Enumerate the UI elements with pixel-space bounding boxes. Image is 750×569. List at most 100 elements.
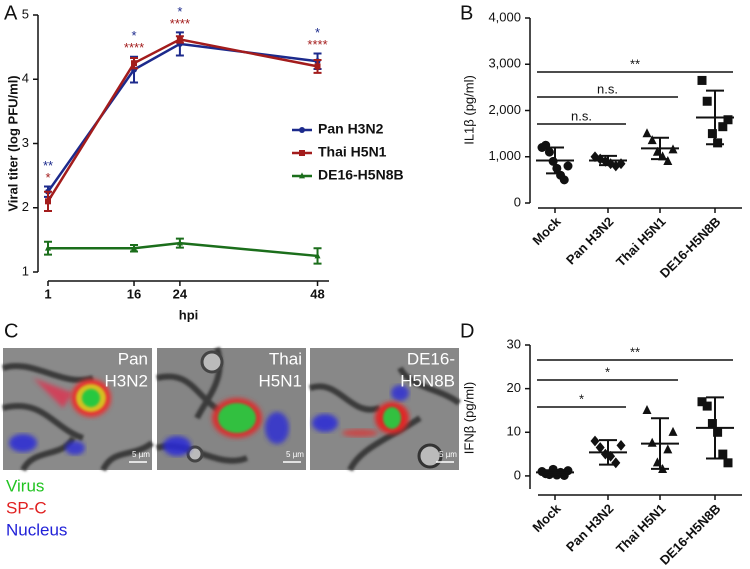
- y-tick-label: 20: [507, 380, 521, 395]
- point: [713, 427, 723, 437]
- y-tick-label: 4: [22, 71, 29, 86]
- bracket-label: **: [630, 344, 640, 359]
- point: [702, 401, 712, 411]
- y-tick-label: 30: [507, 336, 521, 351]
- point: [131, 60, 138, 67]
- point: [616, 439, 626, 451]
- scale-bar-label: 5 µm: [132, 450, 150, 459]
- point: [314, 252, 321, 259]
- scale-bar-label: 5 µm: [439, 450, 457, 459]
- significance: *: [45, 170, 50, 185]
- y-tick-label: 0: [514, 194, 521, 209]
- point: [563, 466, 573, 476]
- significance: ****: [124, 40, 144, 55]
- point: [707, 129, 717, 139]
- x-tick-label: Pan H3N2: [563, 214, 617, 268]
- point: [595, 442, 605, 453]
- point: [299, 127, 305, 133]
- point: [723, 458, 733, 468]
- image-label: Thai: [269, 349, 302, 368]
- legend-label: DE16-H5N8B: [318, 167, 404, 183]
- y-axis-label: IFNβ (pg/ml): [461, 382, 476, 454]
- channel-legend: SP-C: [6, 498, 47, 517]
- bracket-label: **: [630, 56, 640, 71]
- point: [176, 239, 183, 246]
- y-tick-label: 1: [22, 263, 29, 278]
- point: [713, 138, 723, 148]
- point: [131, 244, 138, 251]
- y-tick-label: 2,000: [488, 102, 521, 117]
- panel-letter: A: [4, 2, 18, 24]
- y-tick-label: 0: [514, 467, 521, 482]
- x-tick-label: 48: [310, 286, 324, 301]
- panel-letter: B: [460, 2, 473, 24]
- point: [663, 155, 673, 165]
- point: [642, 405, 652, 415]
- point: [299, 172, 305, 179]
- y-axis-label: Viral titer (log PFU/ml): [5, 75, 20, 211]
- panel-letter: C: [4, 320, 18, 342]
- point: [697, 397, 707, 407]
- bracket-label: n.s.: [571, 108, 592, 123]
- point: [707, 419, 717, 429]
- point: [544, 147, 554, 157]
- sd-bar: [651, 136, 669, 161]
- image-label: H5N1: [259, 371, 302, 390]
- sd-bar: [706, 89, 724, 146]
- y-tick-label: 5: [22, 6, 29, 21]
- point: [299, 150, 305, 156]
- y-tick-label: 2: [22, 199, 29, 214]
- y-tick-label: 10: [507, 424, 521, 439]
- point: [45, 198, 51, 205]
- series-line: [46, 38, 318, 202]
- point: [590, 435, 600, 447]
- series-line: [48, 241, 318, 258]
- micrograph: [156, 347, 306, 470]
- sd-bar: [599, 154, 617, 167]
- significance: **: [43, 158, 53, 173]
- sd-bar: [546, 469, 564, 476]
- point: [697, 75, 707, 85]
- sd-bar: [706, 396, 724, 460]
- image-label: H3N2: [105, 371, 148, 390]
- point: [668, 426, 678, 436]
- bracket-label: *: [605, 364, 610, 379]
- point: [718, 449, 728, 459]
- bracket-label: *: [579, 391, 584, 406]
- point: [563, 161, 573, 171]
- point: [559, 175, 569, 185]
- significance: ****: [307, 37, 327, 52]
- point: [723, 115, 733, 125]
- sd-bar: [651, 417, 669, 470]
- point: [314, 63, 321, 70]
- x-tick-label: 1: [44, 286, 51, 301]
- point: [647, 437, 657, 447]
- point: [176, 36, 183, 43]
- point: [702, 96, 712, 106]
- x-tick-label: 24: [173, 286, 188, 301]
- point: [611, 457, 621, 469]
- y-tick-label: 3,000: [488, 56, 521, 71]
- x-tick-label: Thai H5N1: [613, 501, 669, 557]
- significance: *: [315, 25, 320, 40]
- sd-bar: [599, 439, 617, 466]
- x-axis-label: hpi: [179, 307, 199, 322]
- x-tick-label: Pan H3N2: [563, 501, 617, 555]
- channel-legend: Virus: [6, 476, 44, 495]
- y-tick-label: 4,000: [488, 9, 521, 24]
- image-label: DE16-: [407, 349, 455, 368]
- image-label: Pan: [118, 349, 148, 368]
- scale-bar-label: 5 µm: [286, 450, 304, 459]
- micrograph-panels: [2, 347, 461, 472]
- micrograph: [2, 348, 154, 472]
- image-label: H5N8B: [400, 371, 455, 390]
- x-tick-label: 16: [127, 286, 141, 301]
- x-tick-label: Thai H5N1: [613, 214, 669, 270]
- panel-letter: D: [460, 320, 474, 342]
- channel-legend: Nucleus: [6, 520, 67, 539]
- legend-label: Thai H5N1: [318, 144, 387, 160]
- point: [45, 244, 51, 251]
- y-axis-label: IL1β (pg/ml): [461, 75, 476, 145]
- point: [663, 444, 673, 454]
